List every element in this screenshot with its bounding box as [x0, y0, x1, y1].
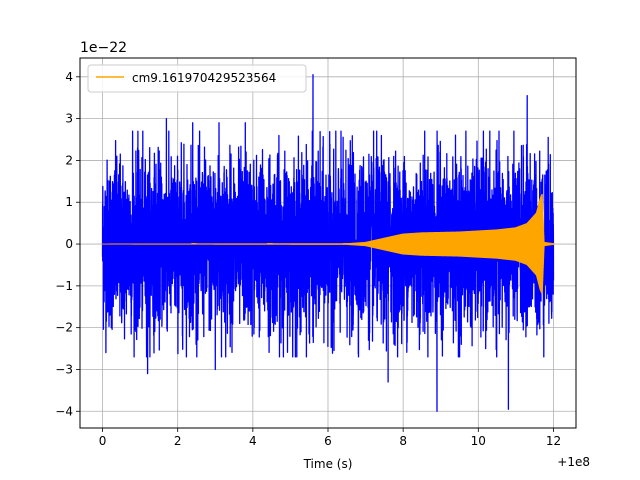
noise-series-line [101, 74, 555, 412]
y-tick-label: −1 [55, 279, 73, 293]
x-tick-label: 6 [324, 434, 332, 448]
x-tick-label: 2 [174, 434, 182, 448]
y-tick-label: −3 [55, 362, 73, 376]
plot-area [101, 74, 555, 412]
template-series-line [101, 194, 555, 295]
x-tick-label: 10 [471, 434, 486, 448]
y-tick-label: 0 [65, 237, 73, 251]
y-tick-label: 2 [65, 153, 73, 167]
y-tick-label: −2 [55, 321, 73, 335]
legend: cm9.161970429523564 [87, 64, 307, 93]
x-tick-label: 0 [99, 434, 107, 448]
y-tick-label: 1 [65, 195, 73, 209]
x-offset-label: +1e8 [557, 455, 590, 469]
x-tick-label: 4 [249, 434, 257, 448]
x-tick-label: 12 [546, 434, 561, 448]
y-scale-label: 1e−22 [80, 40, 127, 56]
x-tick-label: 8 [399, 434, 407, 448]
legend-label: cm9.161970429523564 [132, 71, 276, 85]
y-tick-label: 4 [65, 70, 73, 84]
legend-box [87, 64, 307, 93]
y-tick-label: 3 [65, 112, 73, 126]
y-tick-label: −4 [55, 404, 73, 418]
x-axis-label: Time (s) [303, 457, 353, 471]
